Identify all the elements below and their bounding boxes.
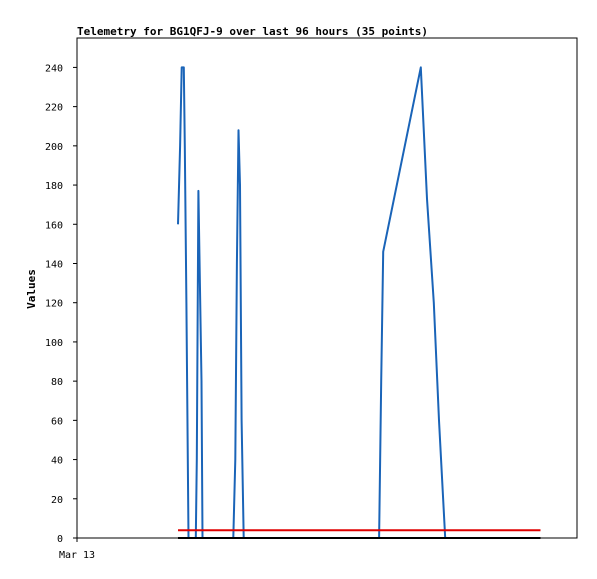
chart-title: Telemetry for BG1QFJ-9 over last 96 hour… [77, 25, 428, 38]
y-tick-label: 0 [57, 534, 63, 545]
plot-area [76, 37, 578, 539]
series-layer [177, 66, 541, 539]
series-line-0 [177, 66, 452, 539]
y-tick-label: 220 [45, 103, 63, 114]
y-tick-label: 180 [45, 181, 63, 192]
y-tick-label: 40 [51, 456, 63, 467]
x-axis: Mar 13 [59, 538, 95, 561]
y-tick-label: 160 [45, 220, 63, 231]
y-tick-label: 140 [45, 259, 63, 270]
y-tick-label: 200 [45, 142, 63, 153]
x-tick-label: Mar 13 [59, 550, 95, 561]
y-tick-label: 80 [51, 377, 63, 388]
y-tick-label: 120 [45, 299, 63, 310]
y-tick-label: 240 [45, 63, 63, 74]
y-tick-label: 100 [45, 338, 63, 349]
y-axis-label: Values [25, 269, 38, 309]
y-tick-label: 60 [51, 416, 63, 427]
y-tick-label: 20 [51, 495, 63, 506]
y-axis: 0 20 40 60 80 100 120 140 160 180 200 220 240 [45, 63, 77, 545]
